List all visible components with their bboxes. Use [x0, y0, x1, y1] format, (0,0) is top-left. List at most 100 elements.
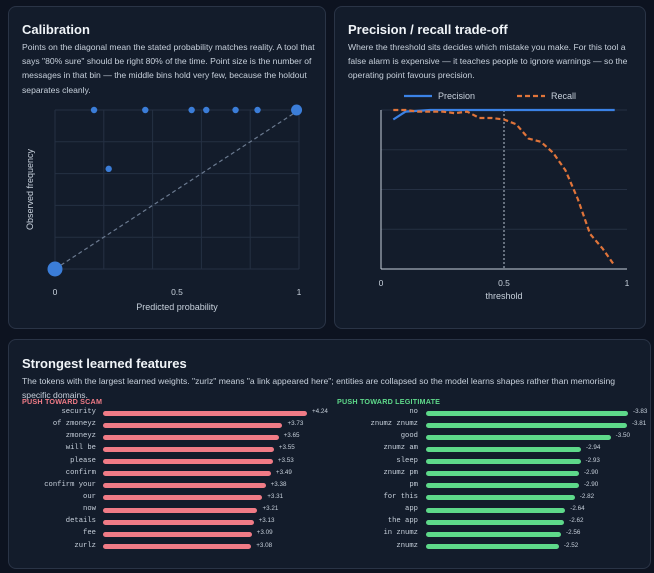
- feature-weight-value: +3.09: [256, 529, 273, 537]
- calibration-chart: 0 0.5 1 Predicted probability Observed frequ…: [25, 104, 303, 312]
- feature-weight-value: -2.94: [586, 444, 601, 452]
- feature-weight-value: +3.65: [283, 432, 300, 440]
- feature-row: our +3.31: [9, 493, 329, 505]
- recall-line: [393, 108, 616, 267]
- feature-row: znumz -2.52: [325, 542, 645, 554]
- calibration-point: [90, 106, 98, 114]
- feature-weight-bar: [103, 519, 254, 525]
- feature-row: the app -2.62: [325, 517, 645, 529]
- feature-weight-value: -2.82: [579, 492, 595, 500]
- feature-weight-bar: [103, 446, 274, 452]
- feature-token: details: [65, 517, 96, 526]
- legit-feature-list: no -3.83 znumz znumz -3.81 good -3.50 znumz am…: [325, 408, 648, 554]
- feature-weight-bar: [103, 507, 258, 513]
- features-description: The tokens with the largest learned weig…: [22, 376, 616, 401]
- feature-token: znumz znumz: [370, 420, 418, 429]
- feature-weight-bar: [426, 459, 581, 465]
- feature-weight-value: +4.24: [312, 408, 328, 415]
- feature-token: zmoneyz: [65, 432, 96, 441]
- feature-weight-bar: [103, 495, 263, 501]
- feature-row: no -3.83: [325, 408, 648, 420]
- calibration-card: Calibration Points on the diagonal mean …: [8, 6, 326, 329]
- calibration-point: [232, 106, 239, 114]
- feature-weight-bar: [426, 446, 582, 452]
- feature-token: confirm your: [44, 480, 96, 489]
- feature-row: fee +3.09: [9, 529, 329, 541]
- feature-weight-bar: [426, 531, 562, 537]
- feature-weight-bar: [103, 422, 283, 428]
- feature-weight-bar: [426, 422, 627, 428]
- feature-weight-bar: [426, 544, 559, 550]
- x-tick-label: 0.5: [498, 278, 510, 288]
- feature-row: good -3.50: [325, 432, 645, 444]
- feature-token: sleep: [396, 456, 418, 465]
- precision-recall-card: Precision / recall trade-off Where the t…: [334, 6, 646, 329]
- feature-weight-value: +3.55: [278, 444, 295, 452]
- calibration-point: [105, 165, 112, 173]
- feature-weight-value: -3.50: [615, 432, 630, 440]
- feature-row: please +3.53: [9, 457, 329, 469]
- feature-token: znumz: [396, 541, 418, 550]
- feature-token: good: [400, 432, 418, 441]
- scam-feature-list: security +4.24 of zmoneyz +3.73 zmoneyz +3.65…: [9, 408, 329, 554]
- precision-recall-description: Where the threshold sits decides which m…: [348, 42, 628, 81]
- calibration-point: [291, 104, 303, 116]
- feature-token: of zmoneyz: [52, 420, 96, 429]
- feature-row: sleep -2.93: [325, 457, 645, 469]
- feature-row: znumz am -2.94: [325, 444, 645, 456]
- feature-weight-value: -2.90: [583, 468, 599, 476]
- feature-token: please: [70, 456, 96, 465]
- feature-weight-value: +3.21: [262, 505, 279, 513]
- x-tick-label: 0.5: [171, 287, 183, 297]
- calibration-point: [47, 261, 63, 277]
- x-axis-label: threshold: [485, 291, 522, 301]
- feature-weight-value: +3.73: [287, 420, 304, 428]
- feature-weight-bar: [426, 519, 565, 525]
- feature-token: no: [409, 408, 418, 416]
- calibration-description: Points on the diagonal mean the stated p…: [22, 42, 315, 95]
- feature-weight-value: -2.62: [569, 517, 584, 525]
- perfect-calibration-line: [54, 109, 300, 270]
- feature-weight-value: +3.49: [275, 468, 292, 476]
- feature-row: zmoneyz +3.65: [9, 432, 329, 444]
- y-axis-label: Observed frequency: [25, 148, 35, 230]
- legend-label: Recall: [551, 91, 576, 101]
- feature-weight-value: +3.53: [277, 456, 294, 464]
- feature-row: security +4.24: [9, 408, 329, 420]
- legend-label: Precision: [438, 91, 475, 101]
- feature-weight-value: -3.81: [631, 420, 647, 428]
- feature-weight-bar: [103, 410, 307, 416]
- feature-weight-value: +3.38: [270, 480, 287, 488]
- feature-weight-value: -2.52: [563, 541, 579, 549]
- feature-token: zurlz: [74, 541, 96, 550]
- feature-weight-bar: [103, 471, 271, 477]
- feature-weight-value: +3.08: [256, 541, 273, 549]
- feature-weight-value: -3.83: [633, 408, 648, 415]
- feature-token: fee: [83, 529, 96, 538]
- feature-row: app -2.64: [325, 505, 645, 517]
- x-axis-label: Predicted probability: [136, 302, 218, 312]
- precision-recall-chart: Precision Recall 0 0.5 1 threshold: [379, 91, 630, 301]
- feature-weight-value: -2.64: [570, 505, 585, 513]
- feature-token: in znumz: [383, 529, 418, 538]
- feature-row: zurlz +3.08: [9, 542, 329, 554]
- feature-row: for this -2.82: [325, 493, 645, 505]
- legit-heading: PUSH TOWARD LEGITIMATE: [337, 397, 441, 406]
- scam-heading: PUSH TOWARD SCAM: [22, 397, 103, 406]
- feature-weight-value: -2.56: [566, 529, 581, 537]
- feature-weight-bar: [103, 531, 252, 537]
- feature-token: now: [83, 505, 96, 514]
- feature-row: confirm +3.49: [9, 469, 329, 481]
- feature-row: confirm your +3.38: [9, 481, 329, 493]
- calibration-point: [142, 106, 149, 114]
- feature-weight-bar: [103, 434, 279, 440]
- feature-row: will be +3.55: [9, 444, 329, 456]
- feature-weight-bar: [426, 495, 575, 501]
- feature-row: of zmoneyz +3.73: [9, 420, 329, 432]
- feature-token: pm: [409, 480, 418, 489]
- feature-token: our: [83, 492, 96, 501]
- calibration-point: [203, 106, 210, 114]
- feature-row: details +3.13: [9, 517, 329, 529]
- feature-token: app: [405, 505, 418, 514]
- x-tick-label: 1: [625, 278, 630, 288]
